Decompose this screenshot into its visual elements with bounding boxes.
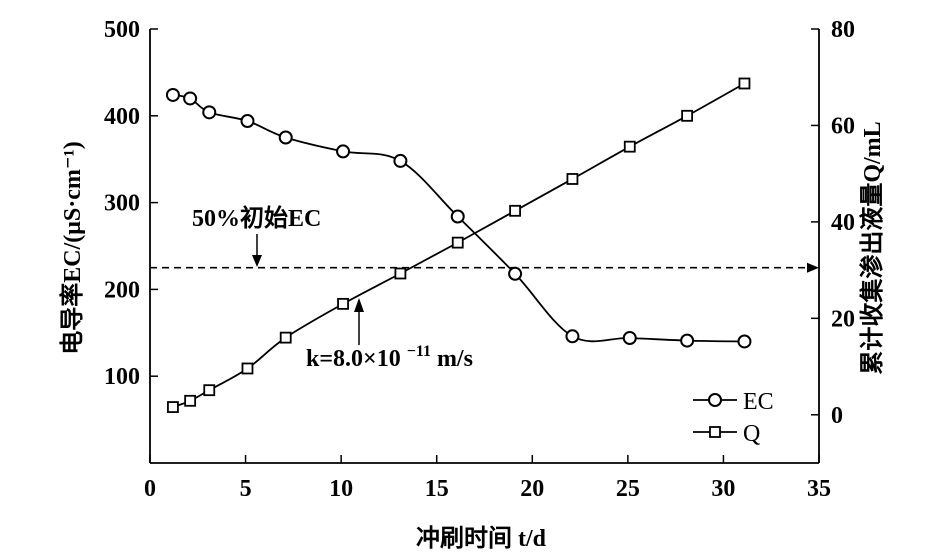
q-data-point <box>203 384 216 397</box>
plot-frame <box>149 29 820 464</box>
y-left-tick-label: 100 <box>104 364 140 390</box>
ec-data-point <box>240 114 255 129</box>
legend-q-label: Q <box>743 421 760 447</box>
y-axis-left-title: 电导率EC/(μS·cm⁻¹) <box>58 141 86 354</box>
q-data-point <box>279 331 292 344</box>
series-markers <box>165 77 752 413</box>
y-left-tick-label: 200 <box>104 277 140 303</box>
annotation-k-unit: m/s <box>437 346 473 372</box>
x-tick-label: 5 <box>240 476 252 502</box>
y-left-tick-label: 400 <box>104 104 140 130</box>
ec-data-point <box>508 266 523 281</box>
ec-data-point <box>183 91 198 106</box>
q-data-point <box>451 236 464 249</box>
ec-data-point <box>450 209 465 224</box>
q-data-point <box>566 173 579 185</box>
legend-ec-label: EC <box>743 389 774 415</box>
ec-data-point <box>202 105 217 120</box>
legend-ec-marker <box>708 393 722 407</box>
x-tick-label: 20 <box>520 476 544 502</box>
ec-data-point <box>393 153 408 168</box>
y-left-tick-label: 300 <box>104 191 140 217</box>
y-right-tick-label: 20 <box>831 306 855 332</box>
annotation-k: k=8.0×10 −11 m/s <box>306 336 473 372</box>
annotation-half-ec-arrowhead <box>252 255 262 267</box>
x-tick-label: 30 <box>711 476 735 502</box>
ec-data-point <box>336 144 351 159</box>
annotation-k-exponent: −11 <box>407 343 431 360</box>
reference-line-arrowhead <box>807 262 819 273</box>
annotation-half-ec: 50%初始EC <box>192 205 321 232</box>
q-data-point <box>241 362 254 375</box>
y-right-tick-label: 60 <box>831 113 855 139</box>
x-tick-label: 35 <box>807 476 831 502</box>
ec-data-point <box>278 130 293 145</box>
y-left-tick-label: 500 <box>104 17 140 43</box>
y-right-tick-label: 0 <box>831 403 843 429</box>
y-axis-right-title: 累计收集渗出液量Q/mL <box>858 121 886 374</box>
q-data-point <box>738 77 751 90</box>
x-tick-label: 0 <box>144 476 156 502</box>
ec-data-point <box>622 331 637 346</box>
reference-line <box>150 262 819 273</box>
annotation-k-arrowhead <box>354 298 364 312</box>
ec-data-point <box>737 334 752 349</box>
q-data-point <box>509 204 521 217</box>
ec-data-point <box>565 329 580 344</box>
q-data-point <box>681 109 694 122</box>
y-right-tick-label: 40 <box>831 210 855 236</box>
q-data-point <box>394 267 407 280</box>
legend-q-marker <box>709 426 721 438</box>
y-right-tick-label: 80 <box>831 17 855 43</box>
q-data-point <box>167 401 179 413</box>
x-tick-label: 15 <box>425 476 449 502</box>
ec-data-point <box>680 333 695 348</box>
x-axis-title: 冲刷时间 t/d <box>416 525 547 552</box>
q-data-point <box>184 394 197 407</box>
x-tick-label: 10 <box>329 476 353 502</box>
legend: EC Q <box>693 389 774 447</box>
axis-ticks: 0 5 10 15 20 25 30 35 100 200 300 400 500 0 20 40 60 80 <box>104 17 855 502</box>
ec-data-point <box>165 87 180 102</box>
q-data-point <box>337 297 349 310</box>
q-data-point <box>623 140 636 153</box>
annotation-k-base: k=8.0×10 <box>306 346 401 372</box>
x-tick-label: 25 <box>616 476 640 502</box>
